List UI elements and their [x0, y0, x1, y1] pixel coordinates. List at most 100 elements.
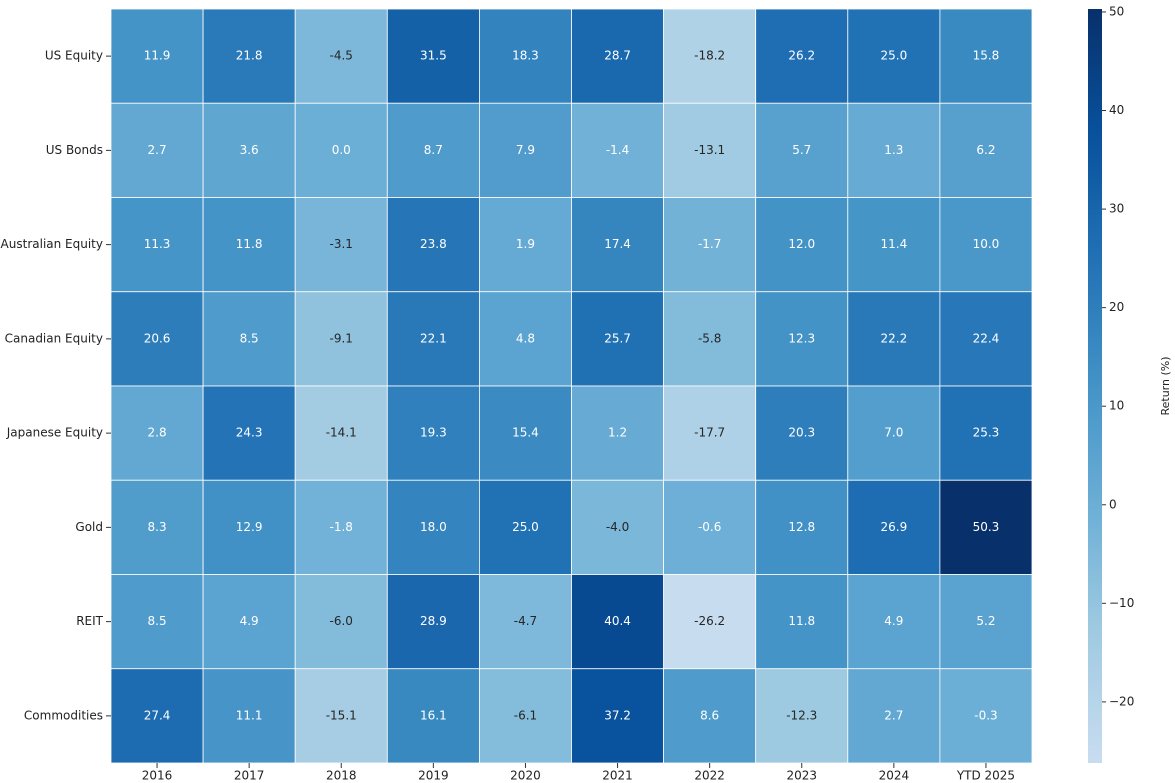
heat-cell [939, 574, 1033, 670]
cell-label: -0.3 [974, 708, 997, 722]
heat-cell [294, 385, 388, 481]
heat-cell [478, 479, 572, 575]
heat-cell [386, 668, 480, 764]
heat-cell [847, 197, 941, 293]
y-tick-label: Japanese Equity [6, 426, 103, 440]
cell-label: 25.0 [512, 520, 539, 534]
colorbar-label: Return (%) [1159, 356, 1172, 415]
heat-cell [571, 291, 664, 387]
cell-label: 2.8 [148, 426, 167, 440]
colorbar-tick-label: 20 [1109, 300, 1124, 314]
cell-label: 8.7 [424, 143, 443, 157]
heat-cell [571, 385, 664, 481]
heat-cell [386, 197, 480, 293]
x-tick-label: 2020 [510, 769, 541, 783]
colorbar-tick-label: 40 [1109, 103, 1124, 117]
cell-label: 25.7 [604, 331, 631, 345]
heat-cell [939, 291, 1033, 387]
cell-label: 20.6 [144, 331, 171, 345]
cell-label: 12.0 [788, 237, 815, 251]
cell-label: 22.4 [973, 331, 1000, 345]
cell-label: 20.3 [788, 426, 815, 440]
y-tick-label: US Bonds [46, 143, 103, 157]
heat-cell [847, 385, 941, 481]
cell-label: 2.7 [148, 143, 167, 157]
heat-cell [202, 574, 296, 670]
cell-label: 4.8 [516, 331, 535, 345]
x-tick-label: 2021 [602, 769, 633, 783]
heat-cell [939, 8, 1033, 104]
y-tick-label: Gold [75, 520, 103, 534]
cell-label: -6.1 [514, 708, 537, 722]
cell-label: 25.0 [880, 49, 907, 63]
heat-cell [939, 479, 1033, 575]
heat-cell [110, 102, 204, 198]
cell-label: -12.3 [786, 708, 817, 722]
cell-label: 28.7 [604, 49, 631, 63]
colorbar-tick-label: 0 [1109, 497, 1117, 511]
heat-cell [386, 574, 480, 670]
cell-label: -4.7 [514, 614, 537, 628]
cell-label: 24.3 [236, 426, 263, 440]
cell-label: 12.8 [788, 520, 815, 534]
cell-label: 19.3 [420, 426, 447, 440]
heat-cell [571, 574, 664, 670]
cell-label: 31.5 [420, 49, 447, 63]
heat-cell [202, 8, 296, 104]
heat-cell [847, 291, 941, 387]
heat-cell [386, 385, 480, 481]
cell-label: -0.6 [698, 520, 721, 534]
heat-cell [571, 197, 664, 293]
cell-label: 10.0 [973, 237, 1000, 251]
heat-cell [110, 197, 204, 293]
cell-label: 18.0 [420, 520, 447, 534]
heat-cell [663, 668, 757, 764]
y-tick-label: Commodities [24, 708, 103, 722]
cell-label: -5.8 [698, 331, 721, 345]
colorbar-tick-label: 30 [1109, 202, 1124, 216]
cell-label: 15.4 [512, 426, 539, 440]
cell-label: -6.0 [330, 614, 353, 628]
y-tick-label: Australian Equity [1, 237, 103, 251]
x-tick-label: 2017 [234, 769, 265, 783]
cell-label: 5.2 [976, 614, 995, 628]
heat-cell [386, 479, 480, 575]
cell-label: -13.1 [694, 143, 725, 157]
cell-label: 37.2 [604, 708, 631, 722]
heat-cell [939, 197, 1033, 293]
cell-label: -4.0 [606, 520, 629, 534]
cell-label: 22.1 [420, 331, 447, 345]
cell-label: 11.9 [144, 49, 171, 63]
heat-cell [755, 102, 849, 198]
cell-label: 25.3 [973, 426, 1000, 440]
cell-label: -26.2 [694, 614, 725, 628]
colorbar-tick-label: −10 [1109, 596, 1134, 610]
heat-cell [755, 291, 849, 387]
heat-cell [202, 479, 296, 575]
cell-label: 11.8 [236, 237, 263, 251]
cell-label: 2.7 [884, 708, 903, 722]
cell-label: -17.7 [694, 426, 725, 440]
cell-label: 11.4 [880, 237, 907, 251]
y-tick-label: US Equity [45, 49, 103, 63]
heat-cell [386, 102, 480, 198]
cell-label: 50.3 [973, 520, 1000, 534]
y-tick-label: Canadian Equity [5, 331, 103, 345]
heat-cell [478, 668, 572, 764]
heat-cell [294, 574, 388, 670]
colorbar [1088, 9, 1102, 763]
heat-cell [386, 8, 480, 104]
cell-label: 4.9 [240, 614, 259, 628]
cell-label: 16.1 [420, 708, 447, 722]
heat-cell [478, 8, 572, 104]
heat-cell [478, 385, 572, 481]
cell-label: 7.0 [884, 426, 903, 440]
cell-label: -4.5 [330, 49, 353, 63]
cell-label: 23.8 [420, 237, 447, 251]
cell-label: 26.9 [880, 520, 907, 534]
cell-label: 27.4 [144, 708, 171, 722]
cell-label: 12.3 [788, 331, 815, 345]
cell-label: -3.1 [330, 237, 353, 251]
heat-cell [294, 197, 388, 293]
